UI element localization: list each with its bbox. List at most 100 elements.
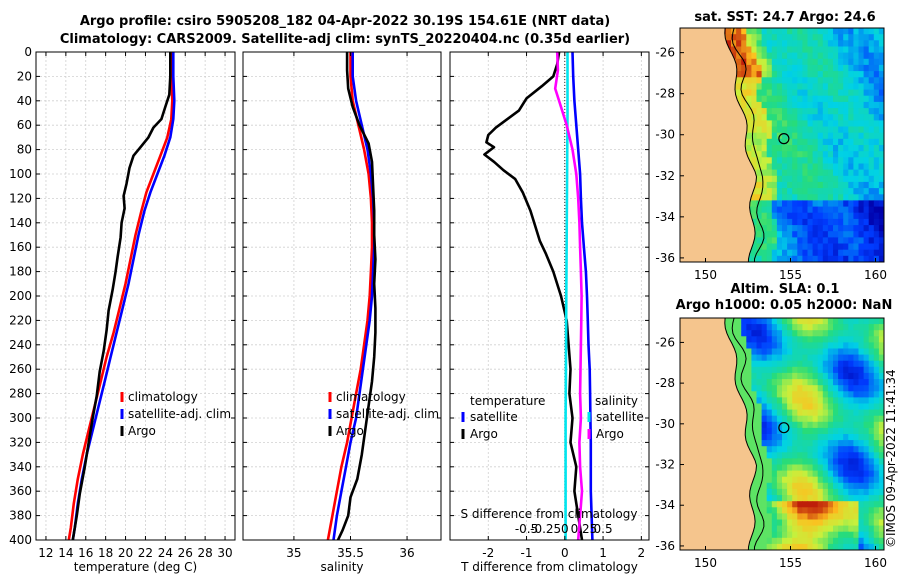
map-cell	[787, 446, 793, 453]
map-cell	[853, 421, 860, 429]
map-cell	[827, 421, 834, 429]
map-cell	[756, 175, 763, 183]
map-cell	[822, 64, 829, 72]
map-cell	[833, 132, 839, 140]
map-cell	[843, 372, 849, 380]
map-cell	[868, 249, 875, 257]
map-cell	[843, 336, 849, 343]
map-cell	[807, 108, 814, 115]
map-cell	[858, 95, 865, 103]
map-cell	[833, 403, 839, 411]
x-tick-label: 2	[638, 546, 646, 560]
map-cell	[843, 206, 849, 214]
map-cell	[725, 34, 732, 41]
legend-label: Argo	[128, 424, 156, 438]
map-cell	[746, 434, 752, 441]
map-cell	[817, 249, 824, 257]
map-cell	[761, 324, 768, 331]
map-cell	[848, 71, 854, 78]
map-cell	[725, 28, 732, 35]
map-cell	[812, 145, 819, 152]
map-cell	[766, 458, 773, 466]
map-cell	[817, 360, 824, 368]
map-cell	[797, 64, 803, 72]
map-cell	[863, 360, 870, 368]
map-cell	[848, 360, 854, 368]
map-cell	[878, 157, 884, 165]
map-cell	[761, 360, 768, 368]
map-cell	[848, 237, 854, 245]
map-cell	[680, 550, 686, 557]
map-cell	[767, 550, 773, 557]
map-cell	[868, 83, 875, 91]
map-cell	[878, 114, 884, 121]
map-cell	[787, 243, 793, 251]
map-cell	[822, 243, 829, 251]
map-cell	[766, 476, 773, 484]
map-cell	[817, 132, 824, 140]
map-cell	[802, 336, 809, 343]
map-cell	[884, 194, 890, 201]
map-cell	[761, 507, 768, 514]
y-tick-label: 320	[9, 435, 32, 449]
map-cell	[736, 46, 742, 54]
map-cell	[741, 556, 747, 563]
map-cell	[776, 318, 783, 325]
map-cell	[802, 470, 809, 478]
map-cell	[751, 476, 758, 484]
map-cell	[812, 249, 819, 257]
map-cell	[858, 385, 865, 392]
map-cell	[833, 95, 839, 103]
map-cell	[746, 34, 752, 41]
map-cell	[721, 550, 727, 557]
map-cell	[771, 409, 778, 417]
map-cell	[863, 64, 870, 72]
map-cell	[776, 120, 783, 128]
map-cell	[812, 421, 819, 429]
map-cell	[858, 513, 865, 521]
map-cell	[884, 422, 890, 429]
map-cell	[833, 415, 839, 423]
map-cell	[792, 249, 798, 257]
map-cell	[802, 151, 809, 158]
map-cell	[787, 531, 793, 539]
map-cell	[782, 95, 788, 103]
map-cell	[725, 324, 732, 331]
map-cell	[771, 138, 778, 146]
map-cell	[797, 513, 803, 521]
map-cell	[736, 318, 742, 325]
map-cell	[827, 385, 834, 392]
map-cell	[833, 163, 839, 171]
map-cell	[858, 108, 865, 115]
map-cell	[797, 421, 803, 429]
map-cell	[761, 206, 768, 214]
map-cell	[685, 556, 691, 563]
map-cell	[878, 501, 884, 508]
map-cell	[873, 34, 880, 41]
map-cell	[792, 175, 798, 183]
map-cell	[766, 415, 773, 423]
map-cell	[766, 531, 773, 539]
map-cell	[782, 440, 788, 447]
map-cell	[782, 348, 788, 356]
map-cell	[807, 324, 814, 331]
map-cell	[863, 531, 870, 539]
map-cell	[787, 318, 793, 325]
map-cell	[873, 397, 880, 405]
map-cell	[827, 330, 834, 337]
map-cell	[827, 476, 834, 484]
map-cell	[771, 145, 778, 152]
map-cell	[776, 336, 783, 343]
map-cell	[873, 77, 880, 85]
map-cell	[843, 268, 849, 275]
series-group	[326, 52, 377, 540]
map-cell	[807, 434, 814, 441]
map-cell	[843, 452, 849, 459]
map-cell	[853, 34, 860, 41]
map-cell	[776, 409, 783, 417]
map-cell	[787, 77, 793, 85]
map-cell	[746, 28, 752, 35]
map-cell	[878, 409, 884, 417]
map-cell	[822, 231, 829, 238]
map-cell	[812, 64, 819, 72]
